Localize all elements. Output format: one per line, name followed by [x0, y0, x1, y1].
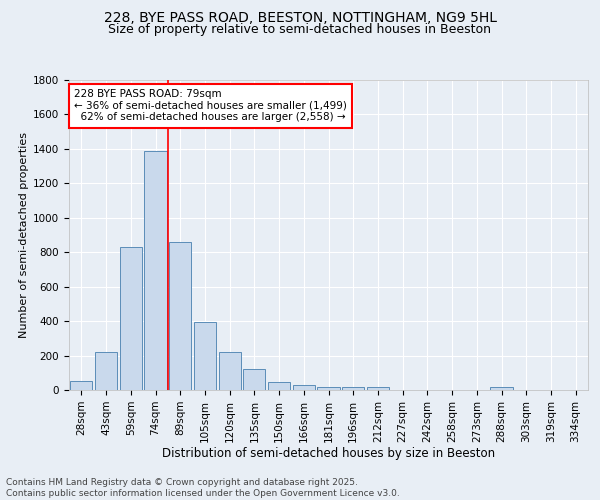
Bar [490, 386, 512, 390]
Bar [218, 352, 241, 390]
Text: 228, BYE PASS ROAD, BEESTON, NOTTINGHAM, NG9 5HL: 228, BYE PASS ROAD, BEESTON, NOTTINGHAM,… [104, 11, 497, 25]
X-axis label: Distribution of semi-detached houses by size in Beeston: Distribution of semi-detached houses by … [162, 448, 495, 460]
Bar [70, 382, 92, 390]
Y-axis label: Number of semi-detached properties: Number of semi-detached properties [19, 132, 29, 338]
Bar [243, 370, 265, 390]
Text: Contains HM Land Registry data © Crown copyright and database right 2025.
Contai: Contains HM Land Registry data © Crown c… [6, 478, 400, 498]
Bar [268, 382, 290, 390]
Bar [95, 352, 117, 390]
Bar [169, 242, 191, 390]
Bar [342, 388, 364, 390]
Bar [367, 388, 389, 390]
Bar [119, 247, 142, 390]
Bar [145, 150, 167, 390]
Text: Size of property relative to semi-detached houses in Beeston: Size of property relative to semi-detach… [109, 22, 491, 36]
Bar [293, 385, 315, 390]
Bar [194, 322, 216, 390]
Text: 228 BYE PASS ROAD: 79sqm
← 36% of semi-detached houses are smaller (1,499)
  62%: 228 BYE PASS ROAD: 79sqm ← 36% of semi-d… [74, 90, 347, 122]
Bar [317, 386, 340, 390]
